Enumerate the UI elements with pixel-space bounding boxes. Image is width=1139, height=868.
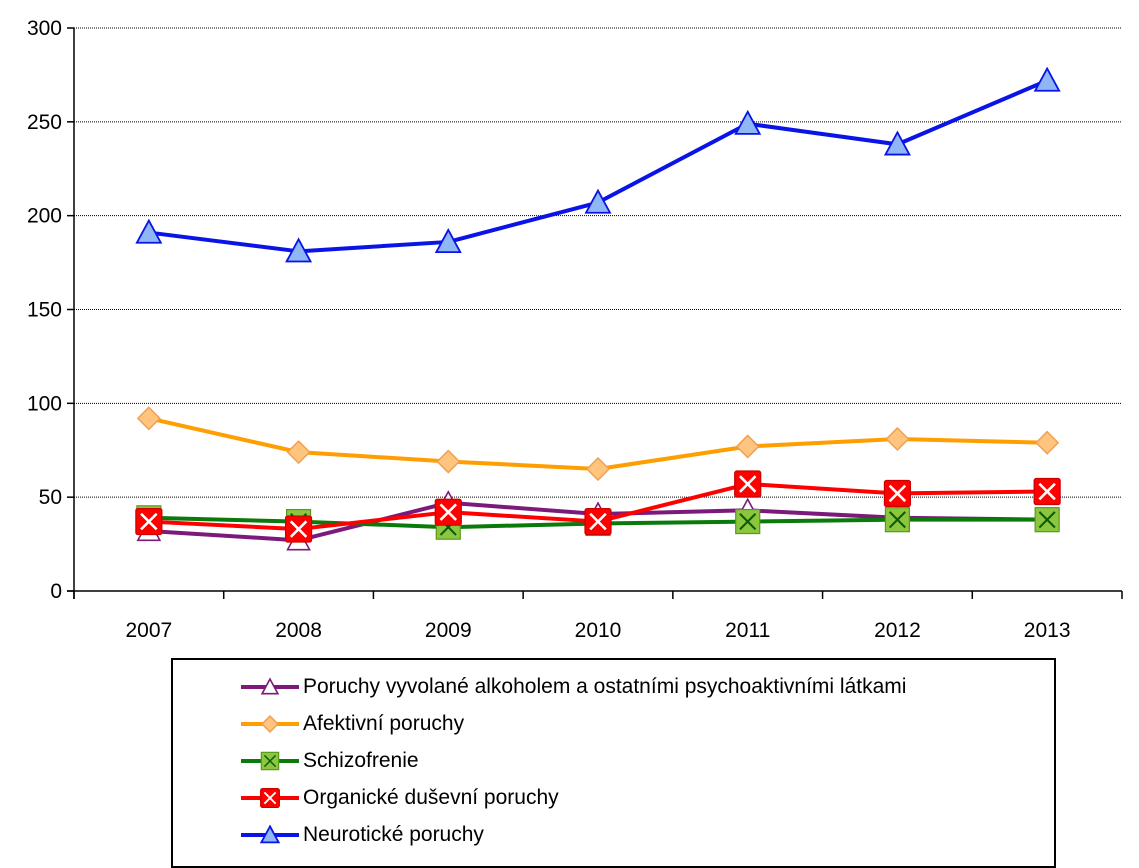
data-point (1033, 66, 1061, 92)
series-3 (135, 470, 1061, 543)
data-point (735, 434, 760, 459)
legend-label: Poruchy vyvolané alkoholem a ostatními p… (303, 675, 907, 698)
data-point (883, 479, 912, 508)
legend-marker (261, 715, 279, 733)
legend-item: Organické duševní poruchy (239, 783, 559, 813)
data-point (883, 130, 911, 156)
data-point (584, 188, 612, 214)
series-1 (136, 406, 1060, 482)
data-point (136, 406, 161, 431)
x-tick-label: 2007 (125, 619, 172, 642)
x-tick-labels: 2007 2008 2009 2010 2011 2012 2013 (125, 619, 1070, 642)
x-tick-label: 2009 (425, 619, 472, 642)
y-tick-label: 200 (27, 205, 62, 228)
axes (67, 27, 1123, 599)
data-point (885, 426, 910, 452)
data-point (286, 440, 311, 465)
data-point (884, 507, 911, 533)
data-point (434, 498, 462, 526)
legend-marker (259, 824, 281, 844)
y-tick-label: 100 (27, 392, 62, 415)
data-point (735, 508, 761, 535)
x-tick-label: 2011 (725, 619, 770, 642)
data-point (734, 470, 762, 498)
legend-label: Neurotické poruchy (303, 823, 484, 846)
y-tick-labels: 0 50 100 150 200 250 300 (27, 17, 62, 603)
legend-swatch (241, 715, 299, 733)
data-point (135, 218, 163, 244)
data-point (434, 228, 462, 254)
x-tick-label: 2012 (874, 619, 921, 642)
data-point (734, 109, 762, 135)
data-point (436, 449, 461, 474)
legend-marker (260, 751, 280, 771)
legend-label: Organické duševní poruchy (303, 786, 559, 809)
legend-item: Schizofrenie (239, 746, 419, 776)
x-tick-label: 2008 (275, 619, 322, 642)
data-point (285, 237, 313, 263)
legend-swatch (241, 788, 299, 808)
legend-item: Poruchy vyvolané alkoholem a ostatními p… (239, 672, 906, 702)
gridlines (74, 27, 1122, 498)
legend-swatch (241, 824, 299, 844)
series-line (148, 78, 1048, 254)
data-point (1033, 477, 1061, 506)
data-point (135, 507, 163, 536)
legend-marker (260, 788, 280, 808)
data-point (585, 456, 611, 482)
data-point (1035, 430, 1060, 455)
y-tick-label: 0 (50, 580, 62, 603)
x-tick-label: 2013 (1024, 619, 1071, 642)
legend-swatch (241, 751, 299, 771)
legend-label: Schizofrenie (303, 749, 419, 772)
y-tick-label: 50 (39, 486, 62, 509)
series-lines (135, 66, 1061, 551)
legend-swatch (241, 677, 299, 695)
y-tick-label: 300 (27, 17, 62, 40)
legend: Poruchy vyvolané alkoholem a ostatními p… (171, 658, 1056, 868)
legend-marker (260, 677, 280, 695)
data-point (284, 515, 313, 543)
legend-item: Afektivní poruchy (239, 709, 464, 739)
y-tick-label: 250 (27, 111, 62, 134)
legend-item: Neurotické poruchy (239, 820, 484, 850)
data-point (584, 507, 612, 536)
legend-label: Afektivní poruchy (303, 712, 465, 735)
y-tick-label: 150 (27, 299, 62, 322)
series-4 (135, 66, 1061, 263)
x-tick-label: 2010 (575, 619, 622, 642)
data-point (1034, 507, 1060, 533)
